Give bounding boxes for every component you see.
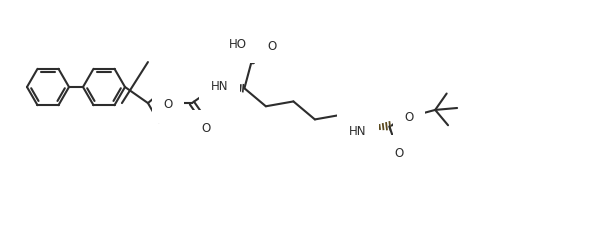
Text: HO: HO (228, 38, 247, 51)
Text: O: O (267, 40, 276, 53)
Text: O: O (404, 111, 414, 124)
Text: O: O (163, 98, 173, 111)
Text: O: O (201, 122, 210, 135)
Text: O: O (395, 147, 404, 160)
Text: HN: HN (211, 80, 228, 93)
Text: HN: HN (349, 125, 367, 138)
